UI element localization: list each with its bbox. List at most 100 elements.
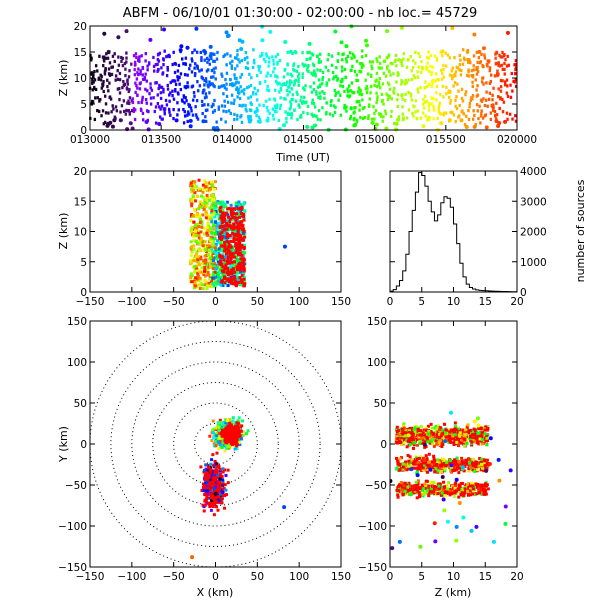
time-height-point <box>461 62 465 66</box>
xz-point <box>235 212 239 216</box>
plan-point <box>209 496 213 500</box>
zy-point <box>445 438 449 442</box>
time-height-point <box>409 92 413 96</box>
time-height-point <box>364 87 368 91</box>
time-height-point <box>233 67 237 71</box>
time-height-point <box>196 80 199 84</box>
plan-point <box>204 481 208 485</box>
time-height-point <box>106 85 109 89</box>
time-height-point <box>194 113 198 117</box>
time-height-point <box>90 56 93 60</box>
plan-point <box>202 489 206 493</box>
time-height-point <box>128 101 131 106</box>
xz-point <box>192 187 196 191</box>
time-height-point <box>444 111 448 115</box>
xz-point <box>226 284 230 288</box>
time-height-point <box>168 99 171 103</box>
time-height-point <box>340 69 344 73</box>
time-height-point <box>101 82 105 87</box>
time-height-point <box>442 68 445 72</box>
time-height-point <box>198 84 202 88</box>
zy-point <box>436 430 440 434</box>
time-height-point <box>505 111 509 115</box>
time-height-point <box>172 50 175 54</box>
time-height-point <box>495 101 498 105</box>
xz-point <box>209 216 213 220</box>
time-height-point <box>317 109 321 113</box>
xz-point <box>238 262 242 266</box>
time-height-point <box>427 115 430 120</box>
zy-point <box>395 425 399 429</box>
zy-point <box>439 470 443 474</box>
time-height-point <box>370 120 375 125</box>
time-height-point <box>215 120 218 124</box>
zy-point <box>413 430 417 434</box>
xz-point <box>224 235 228 239</box>
time-height-point <box>289 102 293 106</box>
time-height-point <box>352 118 356 122</box>
xz-point <box>206 271 210 275</box>
plan-point <box>205 489 209 493</box>
xz-point <box>236 225 240 229</box>
plan-point <box>210 473 214 477</box>
xz-point <box>229 272 233 276</box>
xz-point <box>211 193 215 197</box>
time-height-point <box>247 117 250 121</box>
time-height-point <box>313 105 317 109</box>
time-height-point <box>257 115 261 119</box>
time-height-point <box>512 79 515 83</box>
zy-point <box>414 424 418 428</box>
time-height-point <box>92 73 95 77</box>
time-height-point <box>372 105 375 109</box>
plan-point <box>237 441 241 445</box>
plan-point <box>233 427 237 431</box>
xz-point <box>190 184 194 188</box>
zy-point <box>444 429 448 433</box>
time-height-point <box>122 79 125 84</box>
zy-point <box>462 458 466 462</box>
time-height-point <box>289 100 292 104</box>
xz-point <box>189 247 193 251</box>
zy-point <box>456 430 460 434</box>
time-height-point <box>154 81 157 85</box>
time-height-point <box>186 113 189 117</box>
time-height-point <box>474 123 477 127</box>
time-height-point <box>475 103 479 107</box>
time-height-point <box>254 92 258 96</box>
time-height-point <box>471 74 475 78</box>
time-height-point <box>310 52 313 56</box>
xz-point <box>236 232 240 236</box>
plan-point <box>212 465 216 469</box>
zy-point <box>439 434 443 438</box>
time-height-point <box>472 54 476 58</box>
time-height-point <box>161 117 164 121</box>
time-height-point <box>108 95 111 100</box>
xz-point <box>219 214 223 218</box>
time-height-point <box>430 85 434 89</box>
plan-point <box>214 496 218 500</box>
zy-point <box>418 433 422 437</box>
time-height-point <box>233 117 236 122</box>
time-height-point <box>442 63 445 67</box>
time-height-point <box>145 101 148 105</box>
time-height-point <box>481 46 486 51</box>
time-height-point <box>499 78 503 83</box>
time-height-point <box>514 78 518 82</box>
xz-point <box>242 277 246 281</box>
time-height-point <box>140 54 143 58</box>
time-height-point <box>462 48 465 52</box>
xz-point <box>235 201 239 205</box>
time-height-point <box>94 96 97 100</box>
xz-point <box>197 234 201 238</box>
xz-point <box>238 204 242 208</box>
xz-point <box>189 197 193 201</box>
time-height-point <box>153 109 156 114</box>
time-height-point <box>449 99 453 103</box>
xz-point <box>210 213 214 217</box>
time-height-point <box>348 51 352 55</box>
xz-point <box>242 280 246 284</box>
time-height-point <box>171 62 174 67</box>
zy-point <box>433 434 437 438</box>
zy-point <box>436 437 440 441</box>
